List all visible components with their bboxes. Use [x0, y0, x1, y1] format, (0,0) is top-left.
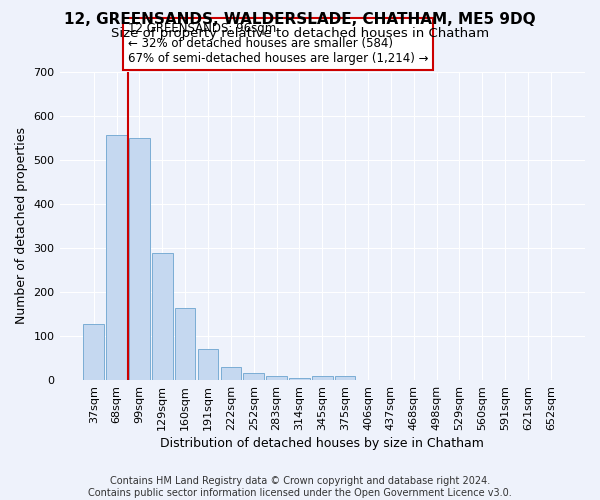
Bar — [129, 138, 150, 380]
X-axis label: Distribution of detached houses by size in Chatham: Distribution of detached houses by size … — [160, 437, 484, 450]
Bar — [289, 378, 310, 380]
Bar — [152, 253, 173, 380]
Text: 12, GREENSANDS, WALDERSLADE, CHATHAM, ME5 9DQ: 12, GREENSANDS, WALDERSLADE, CHATHAM, ME… — [64, 12, 536, 28]
Bar — [106, 135, 127, 380]
Bar — [198, 349, 218, 380]
Bar — [83, 324, 104, 380]
Text: Size of property relative to detached houses in Chatham: Size of property relative to detached ho… — [111, 28, 489, 40]
Bar — [266, 376, 287, 380]
Text: 12 GREENSANDS: 96sqm
← 32% of detached houses are smaller (584)
67% of semi-deta: 12 GREENSANDS: 96sqm ← 32% of detached h… — [128, 22, 428, 66]
Bar — [244, 372, 264, 380]
Bar — [335, 376, 355, 380]
Bar — [312, 376, 332, 380]
Bar — [221, 367, 241, 380]
Bar — [175, 308, 196, 380]
Text: Contains HM Land Registry data © Crown copyright and database right 2024.
Contai: Contains HM Land Registry data © Crown c… — [88, 476, 512, 498]
Y-axis label: Number of detached properties: Number of detached properties — [15, 128, 28, 324]
